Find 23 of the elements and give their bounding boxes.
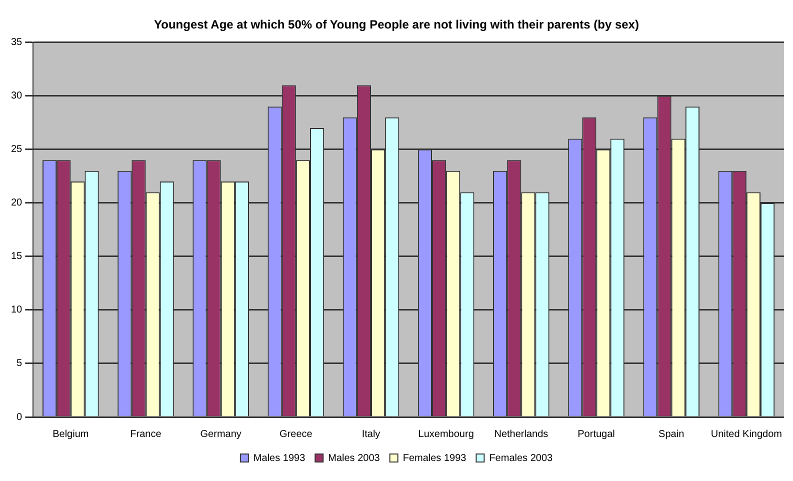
x-tick-label: Netherlands (494, 428, 548, 440)
legend-label: Females 2003 (489, 452, 554, 464)
x-tick-label: Spain (658, 428, 684, 440)
x-tick-label: Italy (362, 428, 380, 440)
y-tick-label: 10 (11, 304, 23, 316)
y-tick-label: 15 (11, 251, 23, 262)
y-tick-label: 35 (11, 37, 23, 48)
chart-title: Youngest Age at which 50% of Young People are not living with their parents (by sex) (154, 18, 639, 32)
y-tick-label: 5 (16, 358, 23, 370)
legend-label: Males 1993 (253, 452, 306, 464)
x-tick-label: France (130, 428, 162, 440)
y-tick-label: 30 (11, 90, 23, 102)
x-tick-label: Belgium (52, 428, 89, 440)
x-tick-label: Luxembourg (418, 428, 474, 440)
x-tick-label: Greece (280, 428, 313, 440)
legend-label: Females 1993 (402, 452, 467, 464)
x-tick-label: United Kingdom (710, 428, 782, 440)
y-tick-label: 25 (11, 144, 23, 156)
y-tick-label: 0 (16, 412, 23, 423)
legend-label: Males 2003 (328, 452, 380, 464)
y-tick-label: 20 (11, 198, 23, 209)
x-tick-label: Portugal (578, 428, 615, 440)
x-tick-label: Germany (200, 428, 242, 440)
